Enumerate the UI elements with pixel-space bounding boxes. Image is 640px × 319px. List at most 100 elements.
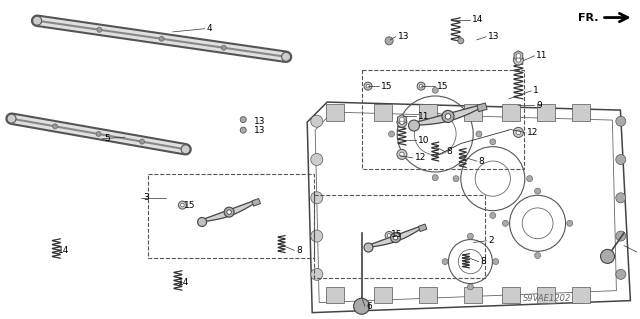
Bar <box>326 287 344 303</box>
Circle shape <box>616 193 626 203</box>
Circle shape <box>311 192 323 204</box>
Circle shape <box>534 253 541 258</box>
Circle shape <box>432 87 438 93</box>
Circle shape <box>385 231 393 240</box>
Circle shape <box>476 131 482 137</box>
Text: 11: 11 <box>536 51 548 60</box>
Bar <box>419 287 437 303</box>
Bar <box>314 195 485 278</box>
Bar <box>326 104 344 121</box>
Circle shape <box>445 114 451 119</box>
Text: 8: 8 <box>481 257 486 266</box>
Bar <box>374 104 392 121</box>
Circle shape <box>180 203 184 207</box>
Polygon shape <box>397 115 406 125</box>
Circle shape <box>311 115 323 127</box>
Circle shape <box>179 201 186 209</box>
Circle shape <box>399 117 404 122</box>
Circle shape <box>516 58 521 62</box>
Circle shape <box>198 218 207 226</box>
Text: S9VAE1202: S9VAE1202 <box>523 294 572 303</box>
Bar <box>463 104 482 121</box>
Circle shape <box>442 110 454 122</box>
Text: 14: 14 <box>178 278 189 287</box>
Bar <box>148 174 314 258</box>
Text: 15: 15 <box>184 201 196 210</box>
Bar <box>463 287 482 303</box>
Polygon shape <box>419 224 427 232</box>
Text: 10: 10 <box>418 136 429 145</box>
Polygon shape <box>413 105 482 126</box>
Circle shape <box>393 235 398 240</box>
Circle shape <box>616 269 626 279</box>
Circle shape <box>181 145 190 154</box>
Circle shape <box>364 82 372 90</box>
Circle shape <box>419 84 423 88</box>
Text: 2: 2 <box>488 236 494 245</box>
Text: 13: 13 <box>253 126 265 135</box>
Text: 15: 15 <box>437 82 449 91</box>
Text: 6: 6 <box>367 302 372 311</box>
Circle shape <box>52 124 58 129</box>
Circle shape <box>467 233 474 239</box>
Text: 14: 14 <box>58 246 70 255</box>
Circle shape <box>513 127 524 137</box>
Circle shape <box>417 82 425 90</box>
Circle shape <box>33 16 42 25</box>
Circle shape <box>97 27 102 32</box>
Text: 9: 9 <box>536 101 542 110</box>
Circle shape <box>458 38 464 44</box>
Circle shape <box>311 230 323 242</box>
Circle shape <box>616 231 626 241</box>
Bar <box>572 287 590 303</box>
Circle shape <box>616 154 626 165</box>
Bar <box>502 104 520 121</box>
Circle shape <box>397 149 407 160</box>
Bar <box>362 70 524 169</box>
Polygon shape <box>368 226 422 248</box>
Circle shape <box>600 249 614 263</box>
Bar <box>572 104 590 121</box>
Circle shape <box>453 176 459 182</box>
Bar <box>374 287 392 303</box>
Circle shape <box>240 127 246 133</box>
Text: 15: 15 <box>381 82 392 91</box>
Circle shape <box>408 120 419 131</box>
Circle shape <box>493 259 499 264</box>
Text: 12: 12 <box>527 128 538 137</box>
Bar <box>537 104 556 121</box>
Polygon shape <box>252 198 260 206</box>
Circle shape <box>432 175 438 181</box>
Text: 7: 7 <box>639 248 640 256</box>
Circle shape <box>388 131 394 137</box>
Circle shape <box>513 55 524 65</box>
Circle shape <box>364 243 373 252</box>
Circle shape <box>399 152 404 157</box>
Text: 8: 8 <box>479 157 484 166</box>
Circle shape <box>516 54 521 58</box>
Text: 8: 8 <box>296 246 302 255</box>
Circle shape <box>7 114 16 123</box>
Bar <box>419 104 437 121</box>
Circle shape <box>240 117 246 122</box>
Circle shape <box>527 176 532 182</box>
Circle shape <box>227 210 232 214</box>
Polygon shape <box>202 200 256 222</box>
Circle shape <box>221 45 227 50</box>
Polygon shape <box>477 103 487 112</box>
Bar <box>537 287 556 303</box>
Text: 14: 14 <box>472 15 484 24</box>
Circle shape <box>282 52 291 61</box>
Circle shape <box>140 139 145 144</box>
Text: 1: 1 <box>533 86 539 95</box>
Text: 5: 5 <box>104 134 110 143</box>
Circle shape <box>399 120 404 124</box>
Text: 11: 11 <box>418 112 429 121</box>
Circle shape <box>224 207 234 217</box>
Circle shape <box>390 233 401 243</box>
Text: 12: 12 <box>415 153 426 162</box>
Circle shape <box>387 234 391 237</box>
Text: 13: 13 <box>253 117 265 126</box>
Circle shape <box>467 284 474 290</box>
Text: 13: 13 <box>397 32 409 41</box>
